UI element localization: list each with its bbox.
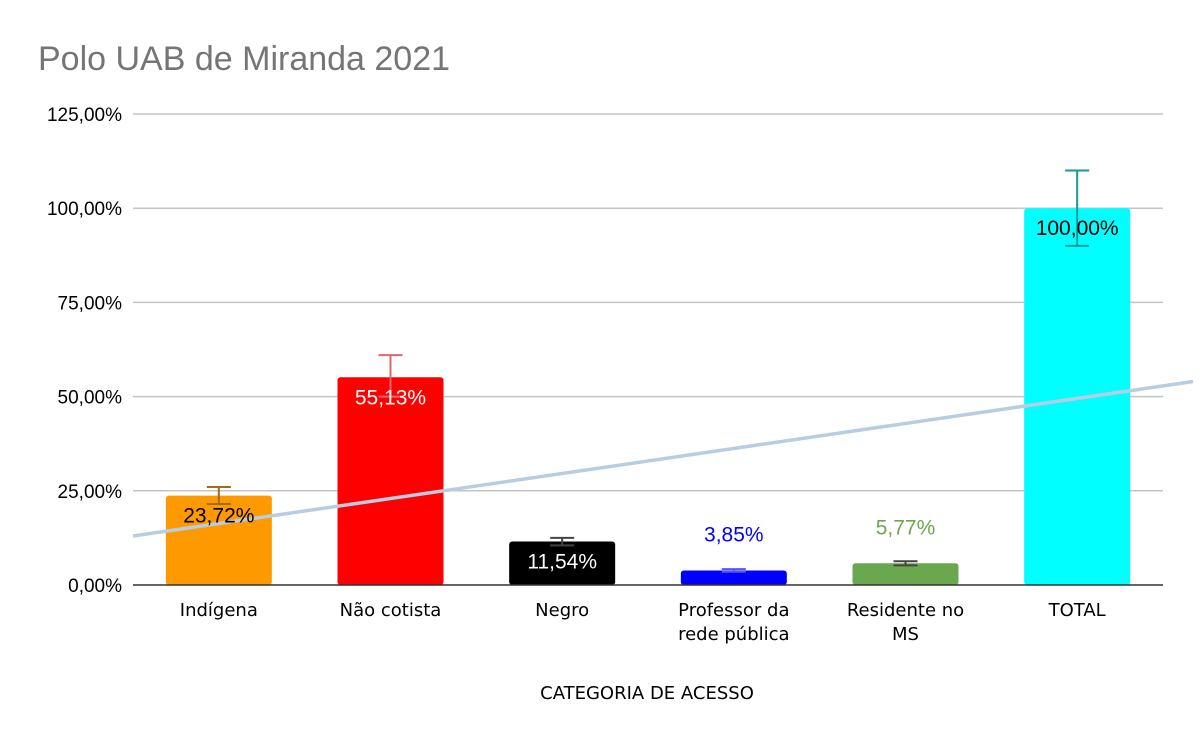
- error-bar: [893, 560, 918, 567]
- x-tick-label: Residente no MS: [847, 600, 964, 645]
- bar: [509, 541, 616, 585]
- data-label: 55,13%: [355, 386, 426, 409]
- x-tick-label: Professor da rede pública: [678, 600, 790, 645]
- data-label: 3,85%: [704, 523, 764, 546]
- gridlines: [133, 113, 1163, 492]
- x-tick-label: Negro: [535, 600, 589, 621]
- error-bars: [206, 169, 1090, 573]
- y-tick-label: 125,00%: [47, 105, 122, 126]
- error-bar: [378, 354, 403, 398]
- bars: [165, 208, 1131, 585]
- y-tick-label: 25,00%: [58, 482, 123, 503]
- x-axis-ticks: Indígena Não cotista Negro Professor da rede…: [180, 600, 1106, 645]
- y-tick-label: 75,00%: [58, 293, 123, 314]
- bar: [1024, 208, 1131, 585]
- trendline: [132, 379, 1194, 538]
- data-label: 5,77%: [876, 516, 936, 539]
- x-tick-label: Indígena: [180, 600, 258, 621]
- x-tick-label: Não cotista: [340, 600, 442, 621]
- trendline-layer: [132, 379, 1194, 538]
- x-axis-label: CATEGORIA DE ACESSO: [540, 683, 754, 704]
- y-tick-label: 100,00%: [47, 199, 122, 220]
- y-tick-label: 50,00%: [58, 388, 123, 409]
- data-label: 11,54%: [527, 551, 597, 574]
- chart-title: Polo UAB de Miranda 2021: [38, 40, 450, 78]
- x-tick-label: TOTAL: [1048, 600, 1106, 621]
- data-label: 23,72%: [183, 505, 254, 528]
- error-bar: [550, 536, 575, 547]
- y-axis-ticks: 0,00% 25,00% 50,00% 75,00% 100,00% 125,00%: [47, 105, 122, 597]
- error-bar: [206, 486, 231, 505]
- bar: [852, 563, 959, 585]
- bar: [337, 377, 444, 585]
- error-bar: [1065, 169, 1090, 247]
- data-labels: 23,72% 55,13% 11,54% 3,85% 5,77% 100,00%: [183, 217, 1118, 573]
- y-tick-label: 0,00%: [68, 576, 122, 597]
- data-label: 100,00%: [1036, 217, 1119, 240]
- bar: [680, 570, 787, 585]
- error-bar: [721, 568, 746, 573]
